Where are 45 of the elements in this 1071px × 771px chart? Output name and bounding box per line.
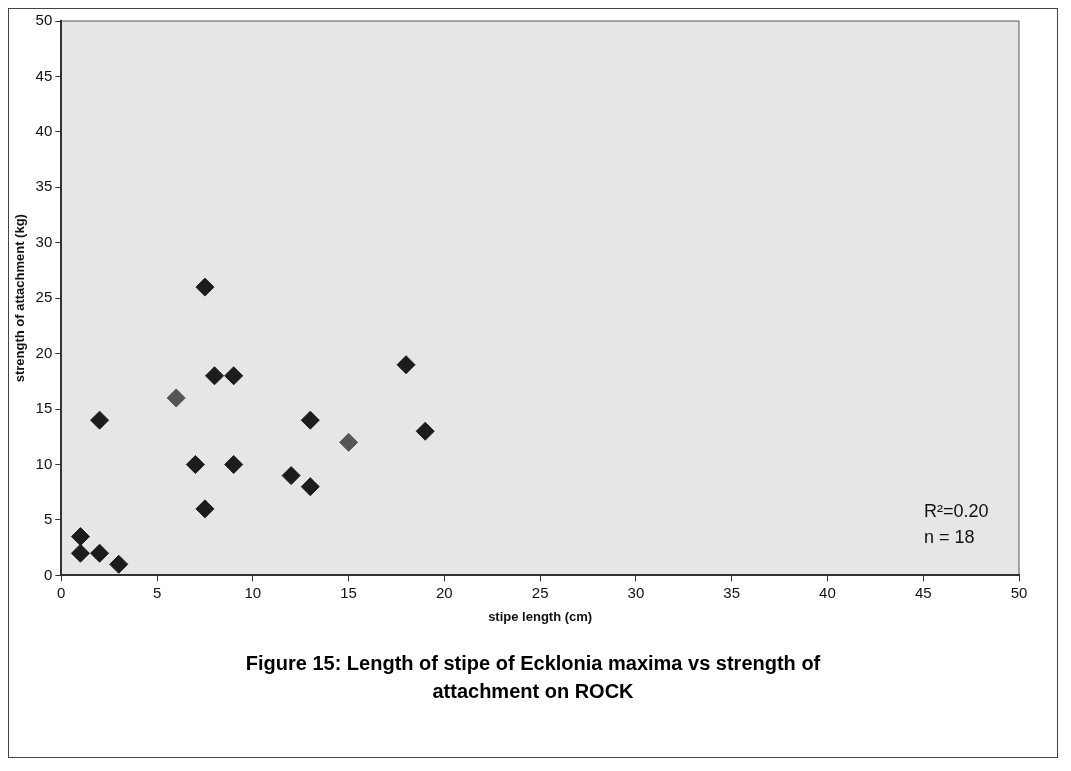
x-tick-label: 10 [244,583,262,601]
y-tick-label: 10 [35,454,53,472]
point [415,421,435,441]
y-tick-label: 35 [35,177,53,195]
x-tick-label: 0 [57,583,66,601]
x-tick-label: 50 [1010,583,1028,601]
point [70,543,90,563]
text: Figure 15: Length of stipe of Ecklonia maxima vs strength of attachment on ROCK [244,651,822,704]
y-tick-label: 25 [35,288,53,306]
y-tick-label: 0 [43,565,53,583]
point [70,527,90,547]
point [185,455,205,475]
point [396,355,416,375]
y-tick-label: 5 [43,510,53,528]
x-axis-title: stipe length (cm) [488,608,593,624]
point [205,366,225,386]
point [300,410,320,430]
point [339,432,359,452]
point [195,277,215,297]
y-tick-label: 50 [35,11,53,29]
point [90,543,110,563]
y-tick-label: 40 [35,122,53,140]
x-tick-label: 40 [819,583,836,601]
point [224,366,244,386]
point [300,477,320,497]
annotation: n = 18 [924,527,975,548]
point [224,455,244,475]
x-tick-label: 45 [914,583,932,601]
y-tick-label: 45 [35,66,53,84]
point [195,499,215,519]
x-tick-label: 25 [531,583,549,601]
point [166,388,186,408]
annotation: R²=0.20 [924,501,989,522]
point [90,410,110,430]
x-tick-label: 5 [152,583,162,601]
point [109,554,129,574]
y-tick-label: 15 [35,399,53,417]
x-tick-label: 15 [340,583,357,601]
x-tick-label: 30 [627,583,645,601]
point [281,466,301,486]
y-axis-title: strength of attachment (kg) [12,214,28,383]
x-tick-label: 35 [723,583,741,601]
x-tick-label: 20 [436,583,453,601]
y-tick-label: 30 [35,232,53,250]
y-tick-label: 20 [35,343,53,361]
